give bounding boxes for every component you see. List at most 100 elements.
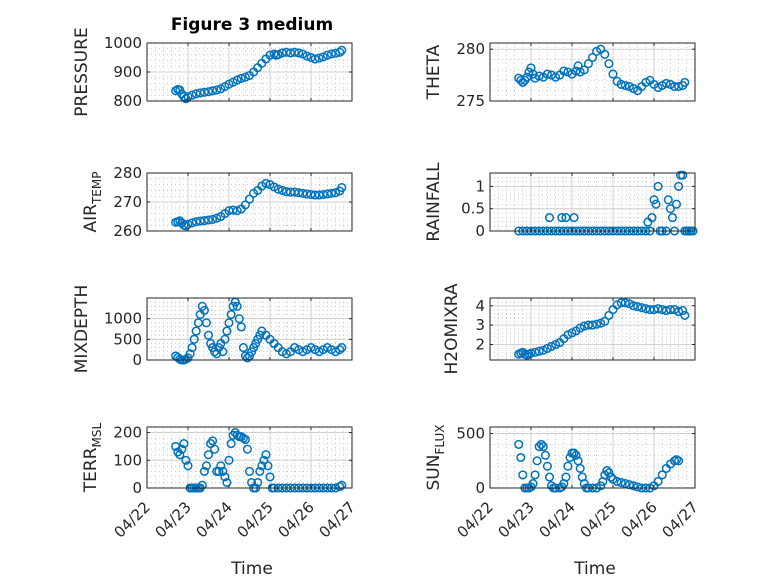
data-point [212,213,222,223]
data-series [171,178,347,231]
data-point [298,188,308,198]
y-tick-label: 100 [113,451,142,469]
data-point [261,450,271,460]
data-point [628,301,639,311]
data-point [290,47,300,57]
data-point [628,481,639,491]
data-point [310,54,320,64]
data-point [232,206,242,216]
y-tick-label: 2 [475,336,485,354]
data-point [240,434,250,445]
data-point [587,320,598,330]
data-point [665,204,675,214]
data-point [651,199,661,209]
data-point [203,87,214,97]
data-point [563,461,573,471]
data-point [195,88,205,98]
data-point [242,444,252,454]
data-point [322,189,332,199]
data-point [671,199,682,209]
subplot-5: 0 500 1000 MIXDEPTH [72,285,353,374]
data-point [530,470,540,480]
y-axis-label: H2OMIXRA [442,283,462,374]
subplot-2: 275 280 THETA [424,40,696,110]
data-point [197,480,207,490]
data-point [518,470,528,480]
y-tick-label: 260 [113,222,142,240]
data-point [240,200,250,210]
y-axis-label: MIXDEPTH [72,285,92,374]
data-point [337,480,347,490]
y-tick-label: 1000 [104,34,142,52]
data-point [680,310,690,320]
axes-box [489,426,696,489]
data-point [212,85,222,95]
y-axis-label-main: SUN [424,455,444,491]
data-point [189,334,199,344]
data-point [653,181,663,191]
figure-title: Figure 3 medium [171,15,333,35]
data-point [612,476,622,487]
data-point [277,185,287,195]
data-point [661,78,671,88]
data-point [337,45,347,55]
y-axis-label: PRESSURE [72,27,92,116]
data-point [604,310,614,320]
data-point [606,472,616,482]
data-point [544,213,555,223]
data-point [538,442,548,452]
data-point [637,303,647,313]
data-point [573,61,583,71]
data-point [540,450,550,460]
data-point [232,75,242,85]
axes-box [489,172,696,232]
y-axis-label-subscript: FLUX [433,425,447,455]
data-point [208,214,218,224]
y-tick-label: 1 [475,177,485,195]
data-point [318,52,328,62]
data-point [216,461,226,471]
y-axis-label-main: PRESSURE [72,27,92,116]
data-point [242,353,252,363]
data-point [236,322,246,332]
data-point [290,187,300,197]
data-point [208,86,218,96]
data-point [244,466,255,476]
data-point [674,181,684,191]
data-point [335,345,345,355]
y-axis-label-main: RAINFALL [424,162,444,242]
data-point [191,89,201,99]
data-point [526,63,536,73]
data-point [575,463,585,473]
data-point [337,182,347,193]
data-point [608,69,618,79]
plot-area [147,427,352,488]
data-point [571,450,581,460]
data-point [616,478,626,488]
data-point [604,59,614,69]
data-point [240,72,250,82]
data-point [314,53,324,63]
data-point [203,215,214,225]
data-point [331,188,341,198]
data-point [534,442,544,452]
data-point [680,77,690,87]
data-point [222,477,232,488]
data-point [674,81,684,92]
data-point [181,455,191,465]
data-point [532,456,542,466]
data-point [653,304,663,314]
y-axis-label-main: THETA [424,44,444,100]
data-point [322,50,332,60]
y-tick-label: 280 [456,40,485,58]
data-point [265,472,275,482]
data-point [620,479,630,489]
data-point [678,170,688,180]
data-point [534,346,544,356]
data-point [187,90,197,100]
data-point [199,216,209,226]
axes-box [146,297,353,361]
subplot-3: 260 270 280 AIRTEMP [81,164,353,240]
data-point [201,318,211,328]
